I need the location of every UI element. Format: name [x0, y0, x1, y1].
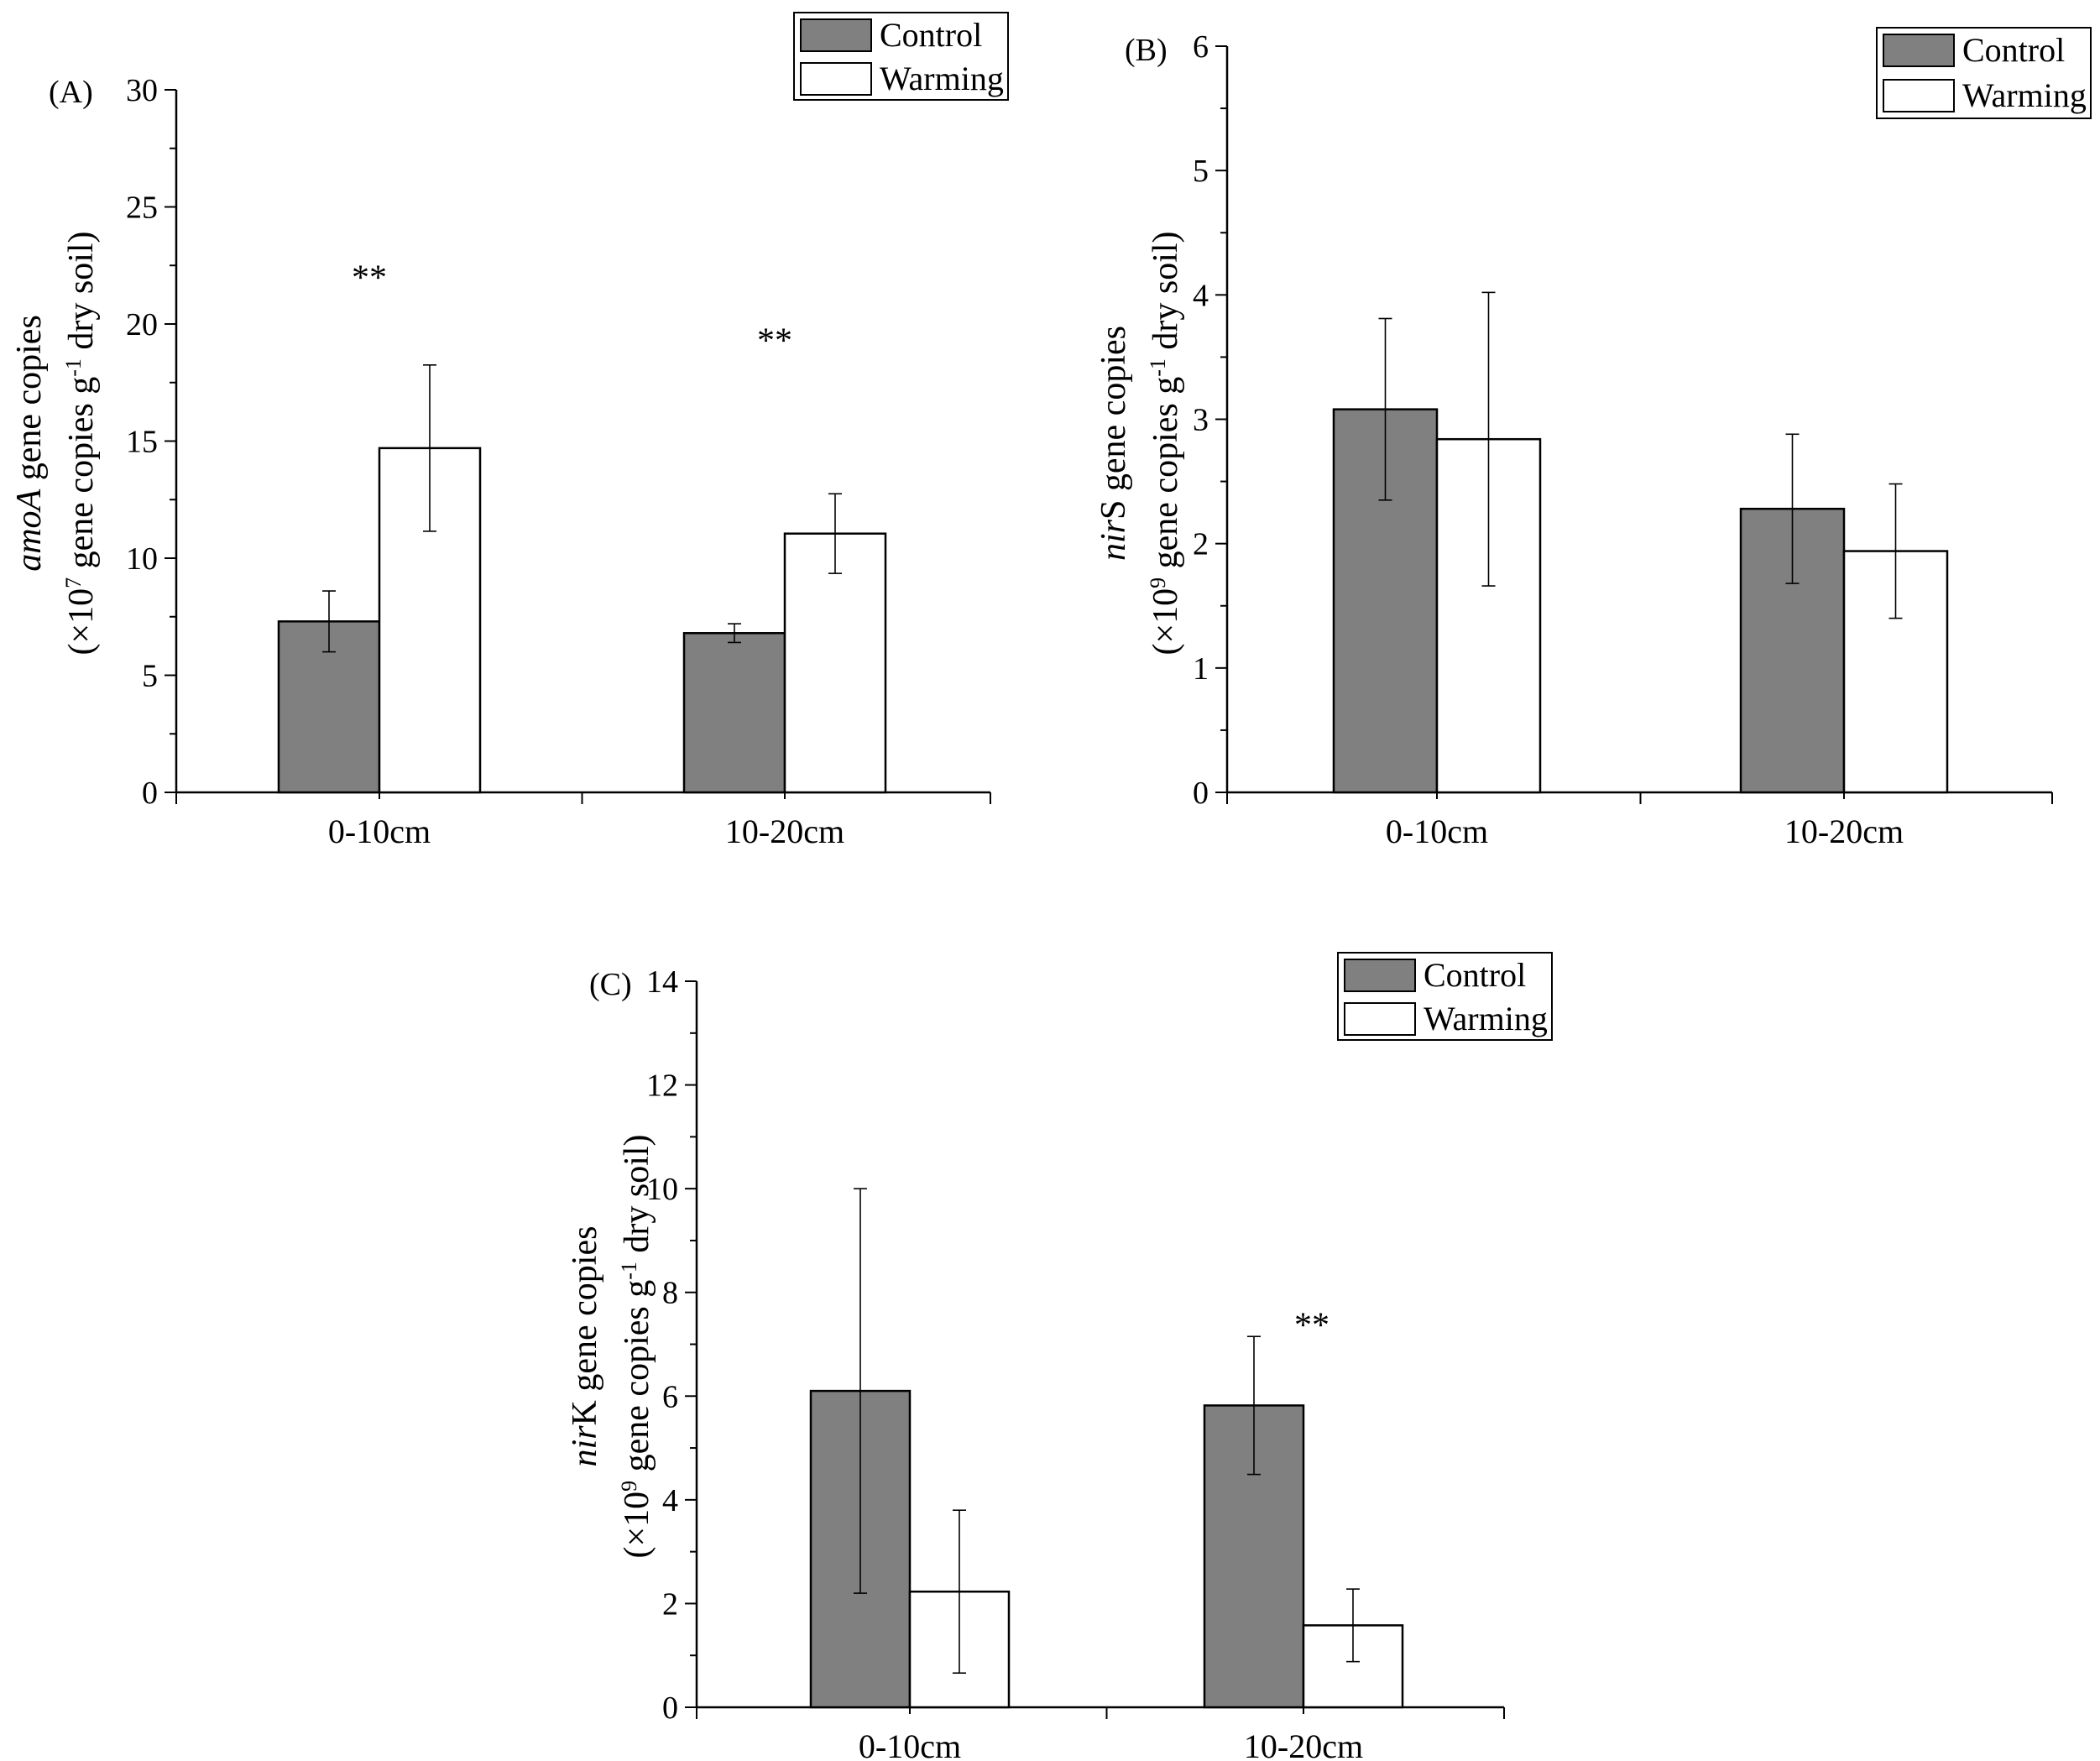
panel-label: (B): [1125, 33, 1168, 68]
legend-swatch-warming: [1883, 79, 1955, 112]
x-category-label: 0-10cm: [859, 1727, 961, 1761]
legend: Control Warming: [793, 12, 1009, 101]
y-tick-label: 6: [662, 1379, 678, 1414]
bar-warming: [1842, 550, 1949, 794]
y-tick-label: 2: [662, 1586, 678, 1622]
x-category-label: 0-10cm: [328, 813, 431, 850]
y-axis-title-line1: nirK gene copies: [566, 1226, 604, 1467]
legend: Control Warming: [1337, 952, 1553, 1041]
panel-a: 0 5 10 15 20 25 30 0-10cm 10-20cm ** ** (A) Control W…: [10, 12, 1009, 850]
unit-mid-exponent: -1: [1146, 358, 1170, 377]
y-tick-label: 15: [126, 425, 158, 460]
y-tick-label: 4: [1193, 278, 1209, 313]
x-category-label: 10-20cm: [725, 813, 844, 850]
y-tick-label: 2: [1193, 527, 1209, 562]
panel-c: 0 2 4 6 8 10 12 14 0-10cm 10-20cm ** (C) Control Warm…: [566, 952, 1553, 1761]
legend-swatch-control: [1883, 34, 1955, 67]
unit-prefix: (×10: [62, 588, 101, 656]
y-axis-title-line2: (×109 gene copies g-1 dry soil): [1146, 231, 1186, 655]
legend-label-warming: Warming: [1424, 1000, 1548, 1037]
legend-label-control: Control: [880, 16, 982, 54]
bar-control: [1332, 408, 1439, 794]
y-tick-label: 10: [126, 541, 158, 577]
x-category-label: 10-20cm: [1784, 813, 1904, 850]
legend-swatch-warming: [1344, 1002, 1416, 1036]
bar-control: [682, 632, 786, 794]
x-category-label: 0-10cm: [1386, 813, 1488, 850]
gene-suffix: S gene copies: [1094, 326, 1133, 520]
unit-mid-exponent: -1: [61, 358, 86, 377]
y-tick-label: 0: [142, 776, 158, 811]
gene-suffix: gene copies: [10, 315, 49, 489]
panel-b: 0 1 2 3 4 5 6 0-10cm 10-20cm (B) Control Warming nir…: [1094, 27, 2092, 850]
y-tick-label: 6: [1193, 29, 1209, 65]
y-axis-title-line1: nirS gene copies: [1094, 326, 1133, 561]
y-tick-label: 3: [1193, 403, 1209, 438]
significance-marker: **: [757, 322, 792, 361]
y-tick-label: 30: [126, 73, 158, 108]
unit-prefix: (×10: [1147, 588, 1185, 656]
legend-swatch-control: [1344, 959, 1416, 992]
legend-label-control: Control: [1424, 956, 1526, 994]
legend: Control Warming: [1876, 27, 2092, 119]
y-axis-title-line2: (×107 gene copies g-1 dry soil): [61, 231, 102, 655]
y-tick-label: 8: [662, 1276, 678, 1311]
y-tick-label: 25: [126, 191, 158, 226]
y-tick-label: 12: [646, 1069, 678, 1104]
y-tick-label: 5: [1193, 154, 1209, 189]
unit-exponent: 7: [61, 577, 86, 588]
legend-swatch-control: [800, 18, 872, 52]
gene-name: nir: [1094, 519, 1133, 561]
gene-name: nir: [566, 1425, 604, 1467]
unit-suffix: dry soil): [618, 1134, 656, 1262]
y-tick-label: 1: [1193, 651, 1209, 687]
unit-exponent: 9: [617, 1481, 641, 1492]
unit-suffix: dry soil): [1147, 231, 1185, 358]
unit-mid: gene copies g: [62, 377, 101, 577]
unit-exponent: 9: [1146, 577, 1170, 588]
y-axis-title-line1: amoA gene copies: [10, 315, 49, 572]
unit-prefix: (×10: [618, 1492, 656, 1559]
gene-name: amoA: [10, 489, 49, 571]
y-tick-label: 0: [662, 1690, 678, 1726]
unit-mid: gene copies g: [618, 1280, 656, 1481]
unit-mid: gene copies g: [1147, 377, 1185, 577]
y-tick-label: 0: [1193, 776, 1209, 811]
legend-label-warming: Warming: [1962, 76, 2087, 114]
legend-label-control: Control: [1962, 31, 2065, 69]
panel-label: (C): [589, 967, 632, 1002]
y-tick-label: 4: [662, 1483, 678, 1518]
unit-mid-exponent: -1: [617, 1262, 641, 1280]
y-axis-title-line2: (×109 gene copies g-1 dry soil): [617, 1134, 657, 1558]
x-category-label: 10-20cm: [1244, 1727, 1363, 1761]
gene-suffix: K gene copies: [566, 1226, 604, 1426]
unit-suffix: dry soil): [62, 231, 101, 358]
bar-warming: [783, 532, 887, 794]
legend-swatch-warming: [800, 62, 872, 96]
significance-marker: **: [1294, 1306, 1329, 1345]
y-tick-label: 14: [646, 964, 678, 1000]
y-tick-label: 10: [646, 1172, 678, 1207]
y-tick-label: 20: [126, 307, 158, 342]
panel-label: (A): [49, 75, 93, 110]
y-tick-label: 5: [142, 659, 158, 694]
significance-marker: **: [352, 259, 387, 297]
legend-label-warming: Warming: [880, 60, 1004, 97]
